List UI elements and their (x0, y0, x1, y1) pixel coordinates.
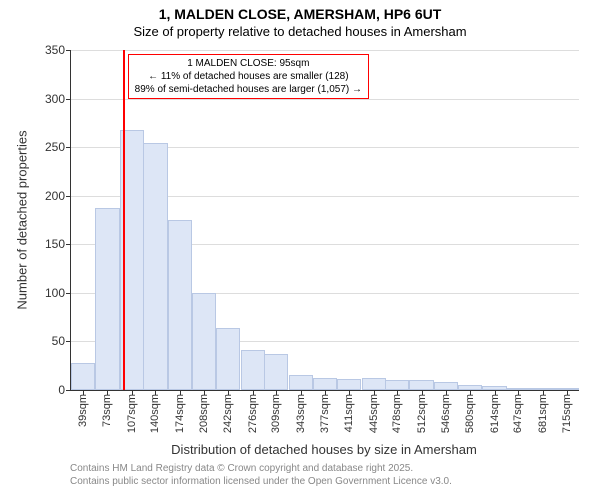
xtick-label: 107sqm (126, 390, 138, 433)
histogram-bar (192, 293, 216, 390)
histogram-bar (71, 363, 95, 390)
xtick-label: 546sqm (440, 390, 452, 433)
xtick-label: 512sqm (416, 390, 428, 433)
plot-area: 05010015020025030035039sqm73sqm107sqm140… (70, 50, 579, 391)
histogram-bar (385, 380, 409, 390)
chart-title: 1, MALDEN CLOSE, AMERSHAM, HP6 6UT (0, 6, 600, 22)
chart-subtitle: Size of property relative to detached ho… (0, 24, 600, 39)
x-axis-label: Distribution of detached houses by size … (171, 442, 477, 457)
footer-line2: Contains public sector information licen… (70, 475, 452, 488)
ytick-label: 0 (58, 383, 71, 397)
histogram-bar (168, 220, 192, 390)
xtick-label: 208sqm (198, 390, 210, 433)
histogram-bar (337, 379, 361, 390)
xtick-label: 478sqm (391, 390, 403, 433)
xtick-label: 580sqm (464, 390, 476, 433)
ytick-label: 150 (45, 237, 71, 251)
y-axis-label: Number of detached properties (15, 130, 30, 309)
footer-line1: Contains HM Land Registry data © Crown c… (70, 462, 452, 475)
ytick-label: 50 (52, 334, 71, 348)
histogram-bar (409, 380, 433, 390)
xtick-label: 445sqm (368, 390, 380, 433)
xtick-label: 343sqm (295, 390, 307, 433)
xtick-label: 39sqm (77, 390, 89, 427)
xtick-label: 377sqm (319, 390, 331, 433)
ytick-label: 100 (45, 286, 71, 300)
histogram-bar (313, 378, 337, 390)
xtick-label: 647sqm (512, 390, 524, 433)
histogram-bar (362, 378, 386, 390)
ytick-label: 300 (45, 92, 71, 106)
xtick-label: 309sqm (270, 390, 282, 433)
xtick-label: 242sqm (222, 390, 234, 433)
histogram-bar (264, 354, 288, 390)
property-marker-line (123, 50, 125, 390)
footer-attribution: Contains HM Land Registry data © Crown c… (70, 462, 452, 488)
histogram-bar (143, 143, 167, 390)
xtick-label: 276sqm (247, 390, 259, 433)
histogram-bar (216, 328, 240, 390)
chart-container: 1, MALDEN CLOSE, AMERSHAM, HP6 6UT Size … (0, 0, 600, 500)
annotation-line3: 89% of semi-detached houses are larger (… (135, 83, 362, 96)
ytick-label: 250 (45, 140, 71, 154)
ytick-label: 350 (45, 43, 71, 57)
histogram-bar (95, 208, 119, 390)
xtick-label: 73sqm (101, 390, 113, 427)
xtick-label: 174sqm (174, 390, 186, 433)
ytick-label: 200 (45, 189, 71, 203)
xtick-label: 681sqm (537, 390, 549, 433)
xtick-label: 140sqm (149, 390, 161, 433)
annotation-line2: ← 11% of detached houses are smaller (12… (135, 70, 362, 83)
histogram-bar (434, 382, 458, 390)
xtick-label: 715sqm (561, 390, 573, 433)
histogram-bar (289, 375, 313, 390)
gridline (71, 50, 579, 51)
xtick-label: 614sqm (489, 390, 501, 433)
annotation-line1: 1 MALDEN CLOSE: 95sqm (135, 57, 362, 70)
xtick-label: 411sqm (343, 390, 355, 432)
annotation-box: 1 MALDEN CLOSE: 95sqm← 11% of detached h… (128, 54, 369, 99)
histogram-bar (241, 350, 265, 390)
